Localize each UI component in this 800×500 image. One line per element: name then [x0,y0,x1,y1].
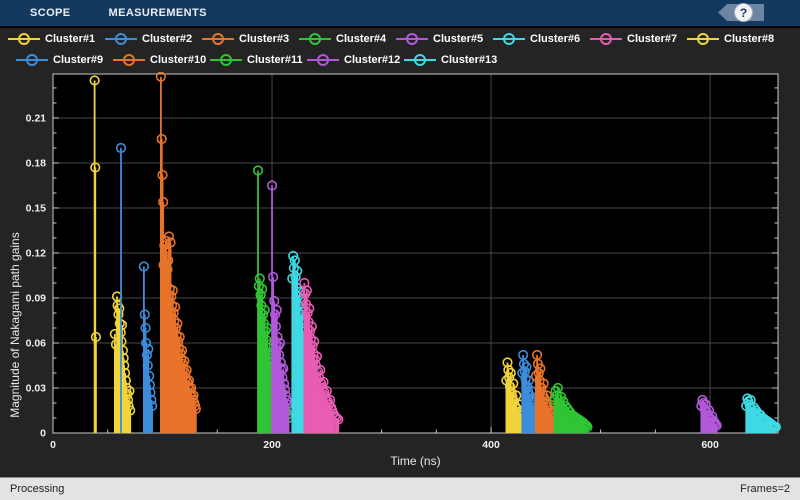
stem-series-cluster-11 [549,382,593,433]
stem-series-cluster-2 [115,142,158,433]
help-area: ? [718,3,764,22]
legend-label: Cluster#2 [142,32,193,45]
y-tick-label: 0.15 [26,202,47,214]
legend-label: Cluster#8 [724,32,775,45]
legend-item-cluster-6[interactable]: Cluster#6 [493,32,590,45]
toolbar-divider [0,26,800,28]
legend-stem-marker-icon [113,53,145,66]
x-tick-label: 200 [263,439,281,451]
legend-stem-marker-icon [8,32,40,45]
plot-region: Magnitude of Nakagami path gains 0 0.03 0.… [0,71,800,477]
legend-label: Cluster#3 [239,32,290,45]
stem-series-cluster-7 [299,277,344,433]
legend-stem-marker-icon [202,32,234,45]
stem-series-cluster-13 [741,393,781,433]
legend: Cluster#1 Cluster#2 Cluster#3 Cluster#4 Clus… [0,28,800,72]
y-tick-label: 0.09 [26,292,47,304]
legend-stem-marker-icon [307,53,339,66]
legend-item-cluster-1[interactable]: Cluster#1 [8,32,105,45]
legend-item-cluster-7[interactable]: Cluster#7 [590,32,687,45]
legend-item-cluster-2[interactable]: Cluster#2 [105,32,202,45]
legend-item-cluster-12[interactable]: Cluster#12 [307,53,404,66]
stem-series-cluster-5 [266,180,294,433]
y-axis-label: Magnitude of Nakagami path gains [8,232,22,418]
toolstrip: SCOPE MEASUREMENTS ? [0,0,800,26]
y-tick-label: 0.06 [26,337,47,349]
legend-item-cluster-13[interactable]: Cluster#13 [404,53,501,66]
legend-item-cluster-10[interactable]: Cluster#10 [113,53,210,66]
legend-stem-marker-icon [210,53,242,66]
y-tick-label: 0.12 [26,247,47,259]
legend-label: Cluster#1 [45,32,96,45]
legend-row-2: Cluster#9 Cluster#10 Cluster#11 Cluster#12 C… [0,49,800,70]
legend-label: Cluster#11 [247,53,303,66]
legend-label: Cluster#7 [627,32,678,45]
legend-item-cluster-11[interactable]: Cluster#11 [210,53,307,66]
legend-label: Cluster#12 [344,53,401,66]
legend-stem-marker-icon [299,32,331,45]
legend-stem-marker-icon [404,53,436,66]
legend-stem-marker-icon [396,32,428,45]
legend-label: Cluster#13 [441,53,498,66]
legend-stem-marker-icon [493,32,525,45]
plot-canvas[interactable]: 0 0.03 0.06 0.09 0.12 0.15 0.18 0.21 0 200 400 600 T… [0,71,800,477]
stem-series-cluster-12 [696,394,722,433]
legend-label: Cluster#4 [336,32,387,45]
legend-label: Cluster#9 [53,53,104,66]
tab-scope[interactable]: SCOPE [30,7,71,19]
legend-item-cluster-8[interactable]: Cluster#8 [687,32,784,45]
y-tick-label: 0.18 [26,157,47,169]
x-tick-label: 0 [50,439,56,451]
legend-row-1: Cluster#1 Cluster#2 Cluster#3 Cluster#4 Clus… [0,28,800,49]
legend-item-cluster-3[interactable]: Cluster#3 [202,32,299,45]
status-message: Processing [10,483,65,495]
legend-label: Cluster#5 [433,32,484,45]
legend-item-cluster-4[interactable]: Cluster#4 [299,32,396,45]
frames-counter: Frames=2 [740,483,790,495]
legend-stem-marker-icon [105,32,137,45]
y-tick-label: 0 [40,428,46,440]
stem-series-cluster-3 [155,71,201,433]
x-tick-label: 400 [482,439,500,451]
legend-item-cluster-9[interactable]: Cluster#9 [16,53,113,66]
legend-label: Cluster#6 [530,32,581,45]
legend-stem-marker-icon [687,32,719,45]
legend-item-cluster-5[interactable]: Cluster#5 [396,32,493,45]
status-bar: Processing Frames=2 [0,477,800,500]
x-axis-label: Time (ns) [390,454,440,468]
legend-label: Cluster#10 [150,53,207,66]
legend-stem-marker-icon [590,32,622,45]
stem-series-cluster-10 [530,349,561,433]
y-tick-label: 0.03 [26,382,47,394]
x-tick-label: 600 [701,439,719,451]
tab-measurements[interactable]: MEASUREMENTS [108,7,207,19]
y-tick-label: 0.21 [26,112,47,124]
help-button[interactable]: ? [734,3,753,22]
legend-stem-marker-icon [16,53,48,66]
